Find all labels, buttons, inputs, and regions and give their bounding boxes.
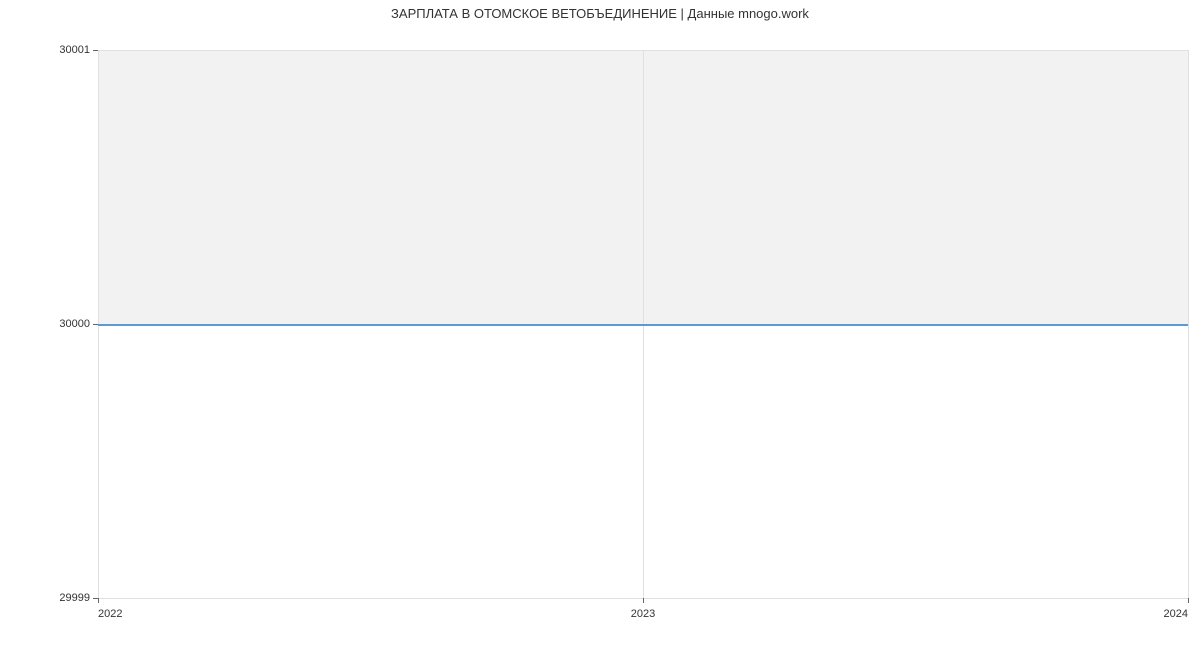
y-tick-label: 29999 [59, 592, 90, 604]
y-tick-label: 30001 [59, 44, 90, 56]
y-tick-mark [93, 50, 98, 51]
x-tick-label: 2024 [1164, 608, 1188, 620]
x-tick-mark [1188, 598, 1189, 603]
y-tick-label: 30000 [59, 318, 90, 330]
salary-chart: ЗАРПЛАТА В ОТОМСКОЕ ВЕТОБЪЕДИНЕНИЕ | Дан… [0, 0, 1200, 650]
chart-title: ЗАРПЛАТА В ОТОМСКОЕ ВЕТОБЪЕДИНЕНИЕ | Дан… [0, 6, 1200, 21]
x-tick-label: 2022 [98, 608, 122, 620]
x-tick-mark [643, 598, 644, 603]
y-gridline [98, 50, 1188, 51]
x-gridline [1188, 50, 1189, 598]
x-tick-label: 2023 [631, 608, 655, 620]
y-tick-mark [93, 324, 98, 325]
x-tick-mark [98, 598, 99, 603]
plot-area: 29999 30000 30001 2022 2023 2024 [98, 50, 1188, 598]
data-line [98, 324, 1188, 326]
